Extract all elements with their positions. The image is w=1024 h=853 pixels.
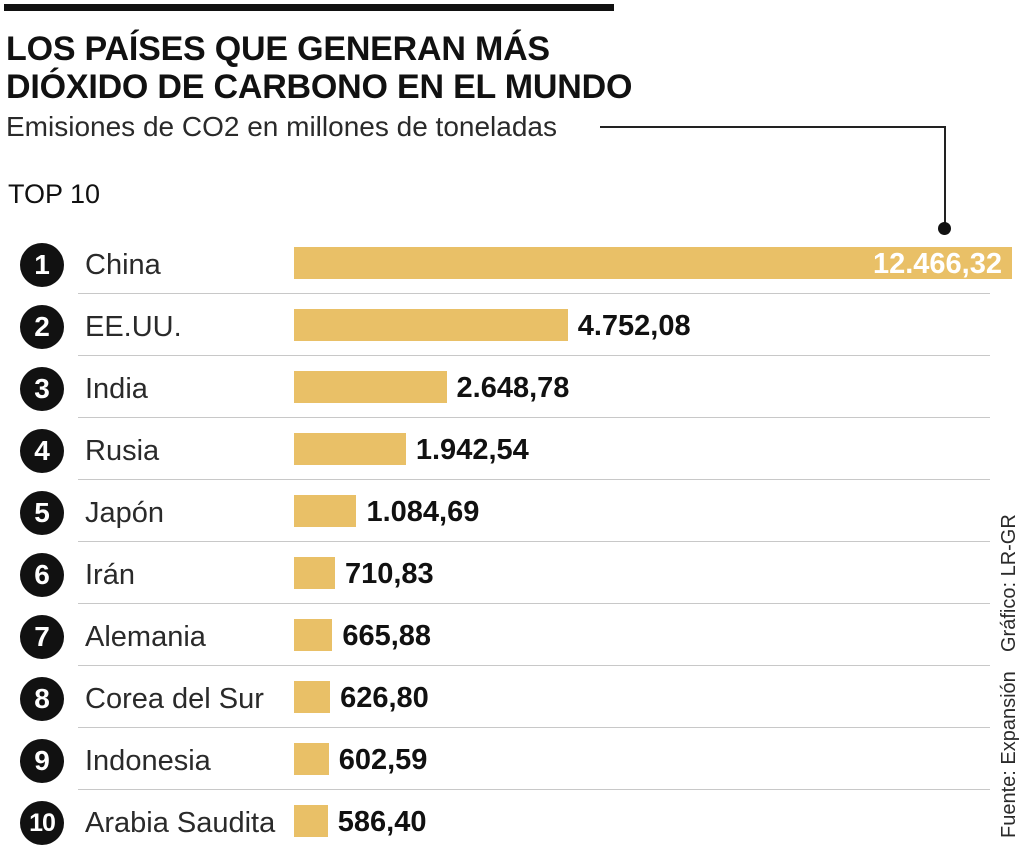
- chart-bar: [294, 805, 328, 837]
- chart-bar: [294, 247, 1012, 279]
- chart-row: 2 EE.UU. 4.752,08: [0, 294, 1024, 356]
- rank-badge: 7: [20, 615, 64, 659]
- row-separator: [78, 479, 990, 480]
- row-separator: [78, 727, 990, 728]
- chart-row: 9 Indonesia 602,59: [0, 728, 1024, 790]
- country-label: Irán: [85, 559, 135, 591]
- top-label: TOP 10: [8, 179, 101, 209]
- country-label: India: [85, 373, 148, 405]
- row-separator: [78, 665, 990, 666]
- chart-subtitle: Emisiones de CO2 en millones de tonelada…: [6, 111, 557, 142]
- row-separator: [78, 541, 990, 542]
- top-rule: [4, 4, 614, 11]
- row-separator: [78, 417, 990, 418]
- chart-title-line-1: LOS PAÍSES QUE GENERAN MÁS: [6, 30, 550, 68]
- country-label: Indonesia: [85, 745, 211, 777]
- chart-row: 4 Rusia 1.942,54: [0, 418, 1024, 480]
- chart-bar: [294, 495, 357, 527]
- chart-row: 6 Irán 710,83: [0, 542, 1024, 604]
- value-label: 1.084,69: [366, 496, 480, 528]
- value-label: 586,40: [337, 806, 427, 838]
- rank-badge: 1: [20, 243, 64, 287]
- value-label: 1.942,54: [415, 434, 529, 466]
- value-label: 2.648,78: [456, 372, 570, 404]
- value-label: 710,83: [344, 558, 434, 590]
- chart-bar: [294, 433, 406, 465]
- rank-badge: 9: [20, 739, 64, 783]
- country-label: Alemania: [85, 621, 206, 653]
- rank-badge: 8: [20, 677, 64, 721]
- chart-bar: [294, 371, 447, 403]
- leader-line-horizontal: [600, 126, 945, 128]
- chart-bar: [294, 743, 329, 775]
- chart-title: LOS PAÍSES QUE GENERAN MÁS DIÓXIDO DE CA…: [6, 30, 646, 106]
- chart-row: 10 Arabia Saudita 586,40: [0, 790, 1024, 852]
- chart-row: 7 Alemania 665,88: [0, 604, 1024, 666]
- rank-badge: 3: [20, 367, 64, 411]
- chart-bar: [294, 309, 568, 341]
- chart-bar: [294, 557, 335, 589]
- row-separator: [78, 603, 990, 604]
- chart-row: 5 Japón 1.084,69: [0, 480, 1024, 542]
- chart-bar: [294, 619, 333, 651]
- country-label: Japón: [85, 497, 165, 529]
- credit-source: Fuente: Expansión: [998, 671, 1020, 838]
- value-label: 4.752,08: [577, 310, 691, 342]
- row-separator: [78, 293, 990, 294]
- value-label: 665,88: [342, 620, 432, 652]
- credit-graphic: Gráfico: LR-GR: [998, 514, 1020, 652]
- value-label: 12.466,32: [872, 248, 1002, 280]
- row-separator: [78, 355, 990, 356]
- rank-badge: 10: [20, 801, 64, 845]
- rank-badge: 6: [20, 553, 64, 597]
- leader-dot: [938, 222, 951, 235]
- chart-row: 1 China 12.466,32: [0, 232, 1024, 294]
- country-label: EE.UU.: [85, 311, 182, 343]
- chart-bar: [294, 681, 331, 713]
- value-label: 626,80: [340, 682, 429, 714]
- value-label: 602,59: [338, 744, 428, 776]
- rank-badge: 5: [20, 491, 64, 535]
- rank-badge: 4: [20, 429, 64, 473]
- rank-badge: 2: [20, 305, 64, 349]
- chart-row: 8 Corea del Sur 626,80: [0, 666, 1024, 728]
- chart-title-line-2: DIÓXIDO DE CARBONO EN EL MUNDO: [6, 68, 633, 106]
- row-separator: [78, 789, 990, 790]
- leader-line-vertical: [944, 126, 946, 228]
- chart-row: 3 India 2.648,78: [0, 356, 1024, 418]
- country-label: Rusia: [85, 435, 160, 467]
- country-label: Corea del Sur: [85, 683, 264, 715]
- country-label: China: [85, 249, 161, 281]
- country-label: Arabia Saudita: [85, 807, 276, 839]
